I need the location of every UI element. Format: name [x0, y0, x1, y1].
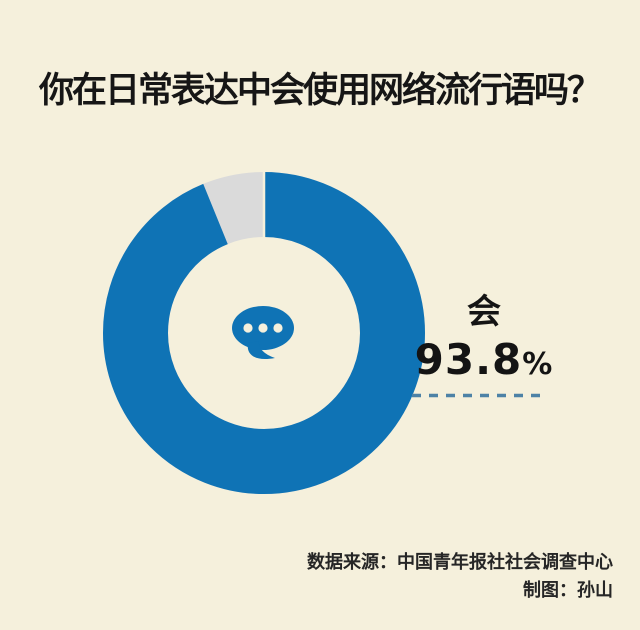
leader-dashed-line	[412, 393, 540, 398]
callout-value: 93.8%	[404, 335, 564, 384]
chart-title: 你在日常表达中会使用网络流行语吗？	[39, 71, 602, 111]
source-block: 数据来源：中国青年报社社会调查中心 制图：孙山	[307, 549, 613, 605]
callout-value-number: 93.8	[414, 334, 523, 384]
source-line-2: 制图：孙山	[523, 580, 613, 601]
callout-label: 会	[467, 292, 501, 332]
donut-chart	[103, 171, 425, 494]
speech-bubble-icon	[232, 306, 294, 360]
source-line-1: 数据来源：中国青年报社社会调查中心	[307, 552, 613, 573]
callout: 会 93.8%	[404, 292, 564, 384]
callout-value-unit: %	[522, 346, 554, 382]
